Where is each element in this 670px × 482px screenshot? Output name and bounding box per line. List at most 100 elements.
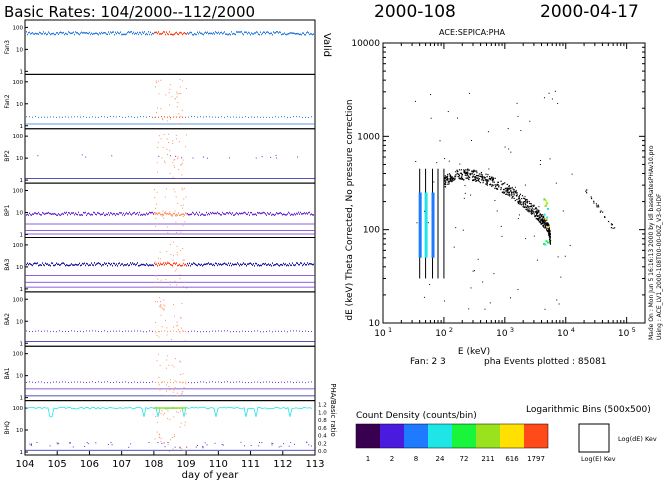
rate-point [124,33,125,36]
rate-point [126,212,127,214]
scatter-point [610,223,613,225]
rate-point [98,33,99,36]
scatter-point [477,175,479,177]
rate-point [161,213,162,216]
rate-point [245,382,246,384]
rate-point [233,381,234,383]
scatter-point [446,176,448,178]
rate-point [154,300,156,302]
rate-point [44,213,45,215]
panel-ytick-label: 1 [20,233,24,239]
colorbar-swatch [500,424,524,448]
scatter-point [524,184,526,186]
scatter-point [513,194,515,196]
rate-point [176,252,178,254]
scatter-point [487,180,490,182]
rate-point [270,32,271,35]
rate-point [295,33,296,35]
rate-point [269,264,270,267]
scatter-ytick-label: 10000 [351,39,380,49]
rate-point [204,263,205,266]
rate-point [41,214,42,216]
scatter-point [549,158,551,160]
rate-point [180,164,182,166]
scatter-point [519,193,522,195]
scatter-point [455,171,457,173]
scatter-point [603,216,606,218]
scatter-point [457,175,459,178]
rate-point [239,212,240,214]
scatter-point [526,209,528,211]
rate-point [101,331,102,333]
rate-point [58,213,59,215]
rate-point [134,381,135,383]
scatter-point [512,188,514,190]
rate-point [61,31,62,34]
rate-point [172,391,174,393]
rate-point [163,299,165,301]
rate-point [177,33,178,35]
scatter-point [491,180,493,182]
scatter-point [532,212,534,214]
rate-point [181,32,182,34]
rate-point [140,264,141,266]
rate-point [301,33,302,36]
rate-point [176,392,178,394]
scatter-point [492,184,494,187]
rate-point [281,381,282,383]
scatter-point [439,140,441,142]
rate-point [207,263,208,265]
rate-point [183,188,185,190]
colorbar-label: 211 [481,455,494,463]
rate-point [215,381,216,383]
scatter-xtick-label: 10 [435,329,447,339]
scatter-title: ACE:SEPICA:PHA [439,28,505,37]
rate-point [293,330,294,332]
rate-point [35,212,36,214]
scatter-point [496,184,498,186]
rate-point [245,263,246,265]
panel-name: Fan2 [4,94,11,108]
rate-point [206,157,208,159]
rate-point [221,116,222,118]
scatter-point [415,100,417,102]
rate-point [178,264,179,267]
scatter-point [537,218,539,221]
rate-point [266,381,267,383]
rate-point [131,116,132,118]
rate-point [36,33,37,35]
rate-point [284,213,285,216]
rate-point [158,262,159,265]
scatter-point [539,220,541,223]
rate-point [122,214,123,216]
rate-point [185,212,186,214]
rate-point [182,391,184,393]
rate-point [126,33,127,35]
rate-point [289,32,290,35]
rate-point [155,381,156,383]
rate-point [303,212,304,215]
rate-point [161,410,163,412]
scatter-point [466,173,468,175]
rate-point [276,31,277,33]
rate-point [248,382,249,384]
rate-point [172,33,173,36]
rate-point [293,264,294,266]
scatter-point [445,183,447,186]
scatter-point [515,192,518,194]
rate-point [104,262,105,264]
rate-point [215,330,216,332]
scatter-point [492,181,494,183]
rate-point [304,33,305,36]
x-tick-label: 112 [273,459,292,470]
scatter-point [519,203,521,205]
scatter-point [469,174,471,176]
scatter-point [528,209,530,211]
rate-point [250,444,252,446]
scatter-point [511,197,513,199]
rate-point [295,264,296,266]
rate-point [227,116,228,118]
rate-point [68,116,69,118]
rate-point [161,326,163,328]
scatter-point [502,188,505,191]
